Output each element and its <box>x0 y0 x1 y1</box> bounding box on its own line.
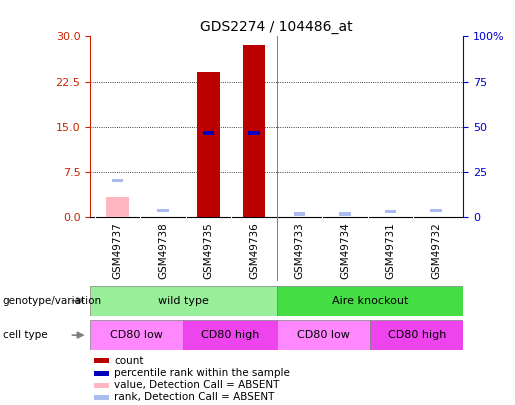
Title: GDS2274 / 104486_at: GDS2274 / 104486_at <box>200 20 353 34</box>
Text: GSM49732: GSM49732 <box>431 222 441 279</box>
Text: cell type: cell type <box>3 330 47 340</box>
Text: CD80 high: CD80 high <box>201 330 260 340</box>
Bar <box>294 212 305 215</box>
Bar <box>431 209 442 212</box>
Bar <box>90 286 277 316</box>
Bar <box>157 209 169 212</box>
Bar <box>106 198 129 217</box>
Bar <box>370 320 464 350</box>
Bar <box>277 286 464 316</box>
Bar <box>90 320 183 350</box>
Text: rank, Detection Call = ABSENT: rank, Detection Call = ABSENT <box>114 392 275 403</box>
Bar <box>94 383 109 388</box>
Text: value, Detection Call = ABSENT: value, Detection Call = ABSENT <box>114 380 280 390</box>
Bar <box>203 131 214 134</box>
Text: GSM49736: GSM49736 <box>249 222 259 279</box>
Text: GSM49733: GSM49733 <box>295 222 304 279</box>
Text: CD80 low: CD80 low <box>110 330 163 340</box>
Bar <box>183 320 277 350</box>
Bar <box>248 131 260 134</box>
Text: percentile rank within the sample: percentile rank within the sample <box>114 368 290 378</box>
Text: Aire knockout: Aire knockout <box>332 296 408 306</box>
Bar <box>277 320 370 350</box>
Text: CD80 high: CD80 high <box>388 330 446 340</box>
Text: CD80 low: CD80 low <box>297 330 350 340</box>
Text: GSM49737: GSM49737 <box>112 222 123 279</box>
Bar <box>112 179 123 182</box>
Text: GSM49738: GSM49738 <box>158 222 168 279</box>
Text: GSM49734: GSM49734 <box>340 222 350 279</box>
Text: wild type: wild type <box>158 296 209 306</box>
Bar <box>243 45 265 217</box>
Bar <box>94 371 109 376</box>
Text: GSM49731: GSM49731 <box>386 222 396 279</box>
Text: genotype/variation: genotype/variation <box>3 296 101 306</box>
Text: GSM49735: GSM49735 <box>203 222 214 279</box>
Bar <box>339 212 351 215</box>
Bar <box>385 210 397 213</box>
Bar <box>94 358 109 364</box>
Bar <box>197 72 220 217</box>
Bar <box>94 395 109 400</box>
Text: count: count <box>114 356 144 366</box>
